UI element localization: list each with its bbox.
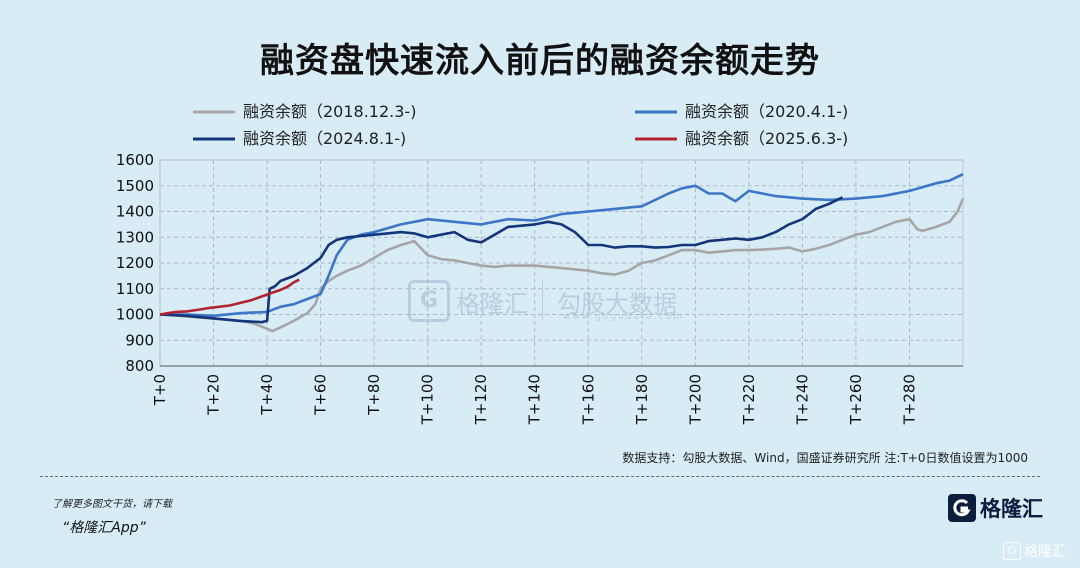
watermark-left: 格隆汇 [456,289,528,318]
page-title: 融资盘快速流入前后的融资余额走势 [260,41,820,81]
y-tick-label: 900 [125,331,154,349]
corner-watermark: G 格隆汇 [1003,541,1066,561]
chart-grid [159,159,964,367]
x-tick-label: T+200 [686,374,704,425]
x-tick-label: T+20 [205,374,223,416]
g-logo-icon [948,494,976,522]
source-note: 数据支持：勾股大数据、Wind，国盛证券研究所 注:T+0日数值设置为1000 [622,451,1028,465]
brand-name: 格隆汇 [980,497,1043,521]
x-tick-label: T+0 [151,374,169,406]
line-chart: 融资余额（2018.12.3-) 融资余额（2020.4.1-) 融资余额（2024… [116,102,965,425]
legend-label-2: 融资余额（2020.4.1-) [685,102,848,121]
x-tick-label: T+240 [793,374,811,425]
y-tick-label: 1000 [116,306,154,324]
y-axis: 800 900 1000 1100 1200 1300 1400 1500 1600 [116,151,154,375]
watermark-divider [542,281,543,321]
promo-line-2: “格隆汇App” [62,520,146,536]
series-line-2 [160,173,964,318]
y-tick-label: 1300 [116,228,154,246]
y-tick-label: 800 [125,357,154,375]
y-tick-label: 1200 [116,254,154,272]
x-tick-label: T+220 [740,374,758,425]
watermark-right: 勾股大数据 [557,289,677,318]
series-lines [159,173,965,333]
corner-watermark-text: 格隆汇 [1024,544,1066,560]
series-line-1 [159,198,965,333]
g-logo-icon: G [1003,542,1021,560]
x-tick-label: T+60 [312,374,330,416]
brand-logo: 格隆汇 [948,493,1043,523]
y-tick-label: 1500 [116,177,154,195]
legend-label-3: 融资余额（2024.8.1-) [243,129,406,148]
chart-legend: 融资余额（2018.12.3-) 融资余额（2020.4.1-) 融资余额（2024… [193,102,848,148]
y-tick-label: 1600 [116,151,154,169]
watermark: G 格隆汇 勾股大数据 www.gogudata.com [408,280,682,322]
x-tick-label: T+120 [472,374,490,425]
legend-label-1: 融资余额（2018.12.3-) [243,102,416,121]
x-tick-label: T+80 [365,374,383,416]
x-tick-label: T+100 [419,374,437,425]
x-tick-label: T+40 [258,374,276,416]
x-tick-label: T+160 [579,374,597,425]
divider [40,476,1040,477]
x-tick-label: T+260 [847,374,865,425]
y-tick-label: 1400 [116,203,154,221]
y-tick-label: 1100 [116,280,154,298]
series-line-3 [159,196,844,324]
watermark-url: www.gogudata.com [563,312,685,322]
promo-line-1: 了解更多图文干货，请下载 [52,499,172,510]
x-tick-label: T+280 [900,374,918,425]
x-axis: T+0 T+20 T+40 T+60 T+80 T+100 T+120 T+140 T+160 T… [151,374,918,425]
legend-label-4: 融资余额（2025.6.3-) [685,129,848,148]
g-logo-icon: G [408,280,450,322]
x-tick-label: T+140 [526,374,544,425]
series-line-4 [159,278,300,316]
x-tick-label: T+180 [633,374,651,425]
